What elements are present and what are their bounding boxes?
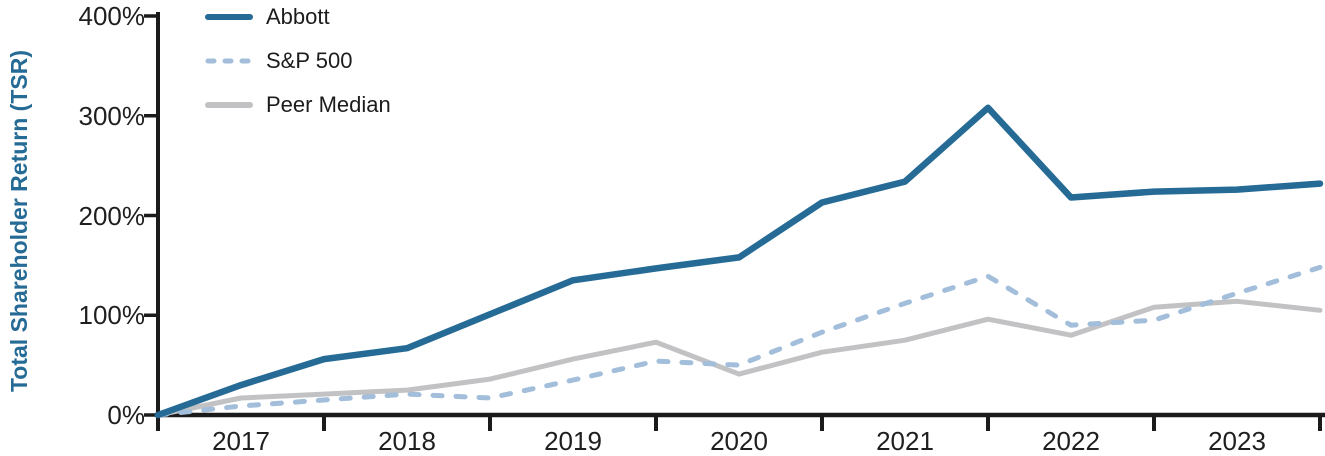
legend-item-peer-median: Peer Median — [205, 90, 391, 120]
sp500-dashed-line-swatch-icon — [205, 58, 253, 64]
y-tick-label: 300% — [78, 100, 146, 131]
legend: Abbott S&P 500 Peer Median — [205, 2, 391, 134]
x-tick-label: 2017 — [212, 426, 270, 456]
x-tick-label: 2022 — [1042, 426, 1100, 456]
x-tick-label: 2019 — [544, 426, 602, 456]
x-tick-label: 2020 — [710, 426, 768, 456]
y-tick-label: 100% — [78, 300, 146, 331]
abbott-line-swatch-icon — [205, 14, 253, 20]
y-tick-label: 400% — [78, 1, 146, 31]
x-tick-label: 2023 — [1208, 426, 1266, 456]
x-tick-label: 2021 — [876, 426, 934, 456]
y-tick-label: 200% — [78, 200, 146, 231]
legend-label-sp500: S&P 500 — [266, 48, 353, 73]
legend-item-sp500: S&P 500 — [205, 46, 391, 76]
series-line-abbott — [154, 104, 1324, 419]
x-tick-label: 2018 — [378, 426, 436, 456]
legend-label-abbott: Abbott — [266, 4, 330, 29]
series-line-s-p-500 — [155, 264, 1323, 418]
legend-label-peer-median: Peer Median — [266, 92, 391, 117]
peer-median-line-swatch-icon — [205, 102, 253, 108]
series-line-peer-median — [155, 298, 1323, 418]
y-tick-label: 0% — [107, 400, 145, 430]
legend-item-abbott: Abbott — [205, 2, 391, 32]
